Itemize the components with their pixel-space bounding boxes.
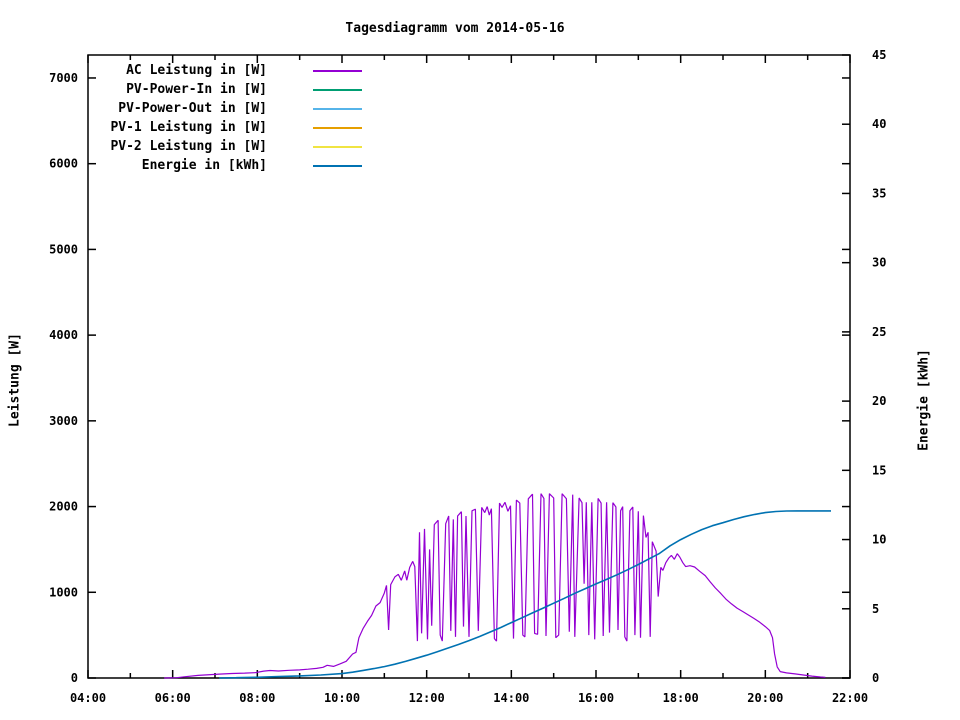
y-right-tick-label: 10 [872, 533, 886, 547]
y-left-tick-label: 1000 [49, 585, 78, 599]
x-tick-label: 12:00 [409, 691, 445, 705]
x-tick-label: 08:00 [239, 691, 275, 705]
y-right-tick-label: 40 [872, 117, 886, 131]
y-left-tick-label: 2000 [49, 500, 78, 514]
y-right-tick-label: 35 [872, 186, 886, 200]
legend-item: PV-Power-In in [W] [89, 80, 362, 99]
x-tick-label: 18:00 [663, 691, 699, 705]
legend-line-sample [313, 107, 362, 110]
legend-line-sample [313, 69, 362, 72]
x-ticks [87, 55, 851, 678]
x-tick-label: 04:00 [70, 691, 106, 705]
y-right-tick-label: 45 [872, 48, 886, 62]
chart-title: Tagesdiagramm vom 2014-05-16 [345, 21, 565, 36]
y-right-tick-label: 15 [872, 463, 886, 477]
legend-item-label: AC Leistung in [W] [126, 63, 267, 78]
y-right-tick-label: 20 [872, 394, 886, 408]
legend-line-sample [313, 164, 362, 167]
x-tick-label: 22:00 [832, 691, 868, 705]
y-left-tick-label: 5000 [49, 242, 78, 256]
y-right-tick-label: 5 [872, 602, 879, 616]
legend-item: Energie in [kWh] [89, 156, 362, 175]
y-right-tick-label: 30 [872, 256, 886, 270]
legend-item: PV-Power-Out in [W] [89, 99, 362, 118]
legend-item: PV-2 Leistung in [W] [89, 137, 362, 156]
y-left-tick-label: 4000 [49, 328, 78, 342]
series-line-energie-in-kwh [219, 510, 831, 679]
legend-item: AC Leistung in [W] [89, 61, 362, 80]
x-tick-label: 06:00 [155, 691, 191, 705]
y-left-tick-label: 6000 [49, 157, 78, 171]
series-line-ac-leistung-in-w [164, 493, 826, 679]
x-tick-label: 14:00 [493, 691, 529, 705]
x-tick-label: 10:00 [324, 691, 360, 705]
y-right-tick-label: 0 [872, 671, 879, 685]
y-left-tick-label: 3000 [49, 414, 78, 428]
legend-item-label: PV-Power-Out in [W] [118, 101, 267, 116]
y-left-tick-label: 7000 [49, 71, 78, 85]
legend-item-label: PV-1 Leistung in [W] [110, 120, 267, 135]
x-tick-label: 20:00 [747, 691, 783, 705]
y-ticks-right [842, 54, 850, 679]
legend-item: PV-1 Leistung in [W] [89, 118, 362, 137]
y-ticks-left [88, 77, 850, 679]
x-tick-label: 16:00 [578, 691, 614, 705]
legend-line-sample [313, 88, 362, 91]
y-left-tick-label: 0 [71, 671, 78, 685]
legend-item-label: PV-Power-In in [W] [126, 82, 267, 97]
legend: AC Leistung in [W] PV-Power-In in [W] PV-P… [89, 61, 362, 175]
legend-line-sample [313, 126, 362, 129]
legend-line-sample [313, 145, 362, 148]
legend-item-label: PV-2 Leistung in [W] [110, 139, 267, 154]
plot-border [87, 54, 851, 679]
y-right-tick-label: 25 [872, 325, 886, 339]
legend-item-label: Energie in [kWh] [141, 158, 267, 173]
